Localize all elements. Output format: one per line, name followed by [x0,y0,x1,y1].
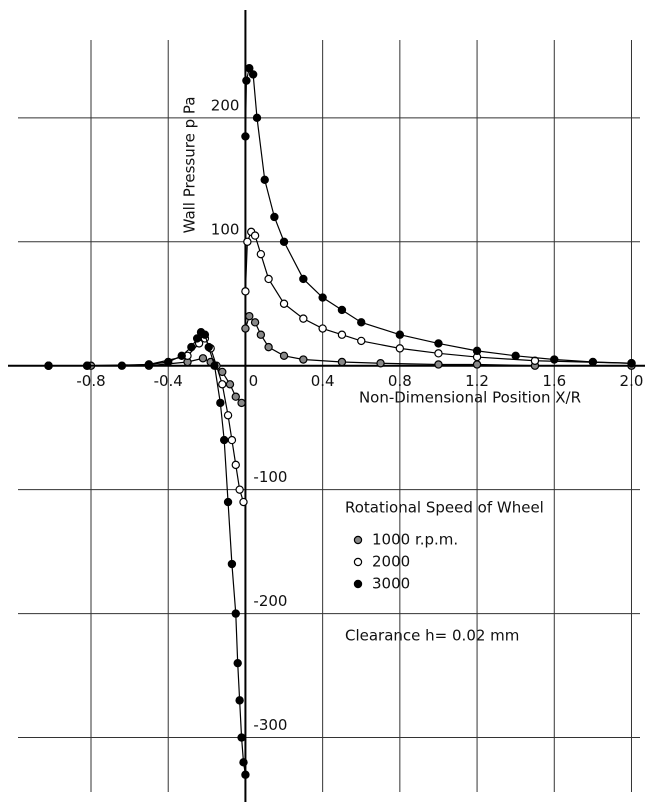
marker [550,355,559,364]
marker [223,411,233,420]
marker [192,334,202,343]
marker [256,249,266,259]
marker [218,380,227,389]
marker [242,76,251,85]
marker [231,460,240,470]
marker [353,579,363,589]
marker [204,342,213,352]
marker [279,237,289,246]
marker [434,339,443,348]
marker [210,361,219,370]
y-tick-label: -100 [253,468,287,486]
marker [237,733,246,742]
marker [231,609,240,618]
marker [260,175,269,185]
marker [357,336,366,346]
marker [434,349,443,358]
y-tick-label: 100 [211,220,240,238]
marker [395,344,405,353]
marker [241,770,250,779]
marker [250,318,260,327]
marker [164,357,173,367]
marker [198,354,208,363]
x-tick-label: 0.8 [388,372,412,390]
marker [187,342,196,352]
marker [239,758,248,767]
marker [239,497,248,507]
marker [376,359,385,368]
marker [299,314,308,323]
marker [279,351,289,361]
marker [279,299,289,308]
marker [219,435,229,445]
marker [245,311,254,321]
marker [200,330,210,339]
marker [227,435,237,445]
x-axis-label: Non-Dimensional Position X/R [359,389,581,407]
marker [337,330,347,339]
x-tick-label: 0 [249,372,259,390]
y-tick-label: -300 [253,716,287,734]
marker [252,113,262,123]
x-tick-label: -0.4 [154,372,183,390]
marker [353,535,363,545]
marker [216,398,225,408]
series-line [48,66,632,775]
marker [299,355,308,364]
marker [264,342,273,352]
series-line [48,230,632,503]
marker [117,361,127,370]
y-tick-label: -200 [253,592,287,610]
marker [318,293,327,302]
marker [472,346,482,356]
y-tick-label: 200 [211,96,240,114]
y-axis-label: Wall Pressure p Pa [181,97,199,234]
marker [233,658,242,668]
marker [231,392,240,401]
marker [337,305,347,315]
marker [177,351,186,361]
marker [245,64,254,73]
marker [144,360,154,369]
marker [318,324,327,333]
marker [256,330,266,339]
marker [395,330,405,339]
marker [299,274,308,284]
marker [264,274,273,284]
marker [270,212,279,222]
marker [241,132,250,141]
annotation: Clearance h= 0.02 mm [345,627,519,645]
marker [225,380,235,389]
marker [235,485,244,494]
x-tick-label: -0.8 [76,372,105,390]
x-tick-label: 1.6 [542,372,566,390]
x-tick-label: 2.0 [620,372,644,390]
legend-title: Rotational Speed of Wheel [345,499,544,517]
marker [243,237,252,246]
marker [237,398,246,408]
marker [241,287,250,296]
x-tick-label: 0.4 [311,372,335,390]
marker [357,318,366,327]
marker [434,360,443,369]
marker [353,557,363,567]
marker [241,324,250,333]
marker [627,359,636,368]
legend-label: 1000 r.p.m. [372,531,458,549]
marker [223,497,233,507]
marker [235,696,244,705]
marker [588,357,598,367]
x-tick-label: 1.2 [465,372,489,390]
marker [82,361,92,370]
marker [250,231,260,240]
legend-label: 3000 [372,575,410,593]
marker [227,559,237,569]
marker [511,351,520,361]
legend-label: 2000 [372,553,410,571]
marker [248,70,258,79]
marker [337,357,347,367]
marker [44,361,53,370]
marker [472,360,482,369]
